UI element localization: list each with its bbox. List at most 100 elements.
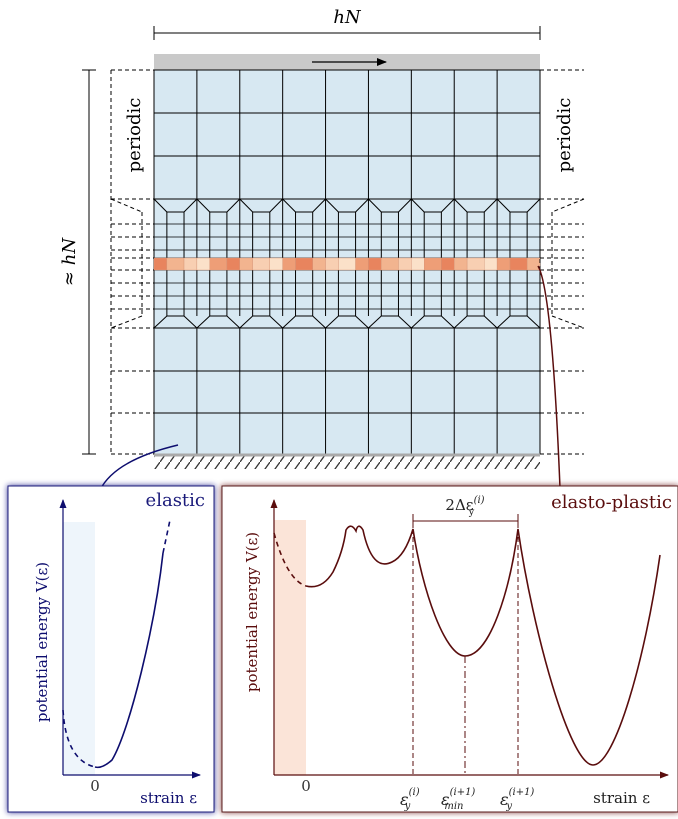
mesh-line [239,198,253,213]
mesh-line [410,315,425,329]
plastic-cell [196,257,210,271]
mesh-line [496,198,511,213]
mesh [153,69,541,455]
mesh-line [441,198,455,213]
ghost-line [110,198,143,213]
plastic-connector [537,265,561,489]
mesh-line [153,198,168,213]
elastic-curve-dashed [62,709,96,768]
plastic-cell [526,257,541,271]
plastic-cell [282,257,296,271]
plastic-cell [441,257,455,271]
mesh-line [312,198,326,213]
plastic-cell [411,257,425,271]
plastic-cell [454,257,468,271]
mesh-line [183,198,198,213]
plastic-shade [274,520,306,775]
plastic-cell [183,257,198,271]
plastic-cell [484,257,498,271]
width-label: hN [333,7,362,28]
mesh-line [483,315,498,329]
mesh-line [312,315,326,329]
plastic-ylabel: potential energy V(ε) [243,532,261,692]
width-dimension: hN [153,7,541,40]
plastic-cell [509,257,528,271]
interval-marker: 2Δε(i) y [412,495,519,528]
plastic-cell [166,257,185,271]
plastic-cell [153,257,168,271]
mesh-line [453,198,468,213]
mesh-line [453,315,468,329]
ghost-line [551,315,585,329]
tick-yield-i: ε(i) y [400,787,420,812]
elastic-zero-tick: 0 [90,777,100,795]
plastic-cell [338,257,356,271]
mesh-line [355,198,369,213]
plastic-cell [239,257,253,271]
ghost-line [551,198,585,213]
fixed-base [154,453,540,469]
ghost-line [110,315,143,329]
mesh-line [282,198,296,213]
mesh-line [526,198,541,213]
mesh-line [410,198,425,213]
plastic-cell [381,257,399,271]
elastic-connector [99,444,179,491]
shear-bar [154,54,540,70]
elastic-panel: elastic potential energy V(ε) 0 strain ε [7,485,215,813]
mesh-line [355,315,369,329]
mesh-line [325,315,339,329]
plastic-cell [355,257,369,271]
mesh-line [496,315,511,329]
plastic-cell [368,257,382,271]
mesh-line [483,198,498,213]
tick-min: ε(i+1) min [441,787,475,812]
elastic-curve-end [162,519,171,554]
mesh-line [282,315,296,329]
mesh-line [239,315,253,329]
plastic-cell [466,257,485,271]
mesh-line [153,315,168,329]
plastic-panel: 2Δε(i) y elasto-plastic potential energy … [221,485,678,813]
mesh-line [269,315,284,329]
plastic-layer [153,257,541,271]
mesh-line [196,198,211,213]
plastic-cell [209,257,228,271]
mesh-line [368,315,382,329]
mesh-line [325,198,339,213]
plastic-xlabel: strain ε [593,789,650,807]
interval-label: 2Δε(i) y [445,495,484,518]
height-label: ≈ hN [59,237,80,286]
elastic-ylabel: potential energy V(ε) [33,562,51,722]
mesh-line [398,198,412,213]
mesh-line [226,198,241,213]
elastic-xlabel: strain ε [140,789,197,807]
height-dimension: ≈ hN [59,69,96,455]
elastic-title: elastic [146,490,205,511]
mesh-line [183,315,198,329]
mesh-line [269,198,284,213]
elastic-curve [94,552,164,769]
right-periodic-label: periodic [554,98,575,173]
plastic-zero-tick: 0 [301,777,311,795]
plastic-cell [398,257,412,271]
plastic-cell [496,257,511,271]
mesh-line [226,315,241,329]
mesh-line [368,198,382,213]
plastic-cell [269,257,283,271]
plastic-title: elasto-plastic [551,492,672,513]
ghost-cells: periodic periodic [110,69,585,455]
plastic-cell [226,257,240,271]
plastic-cell [295,257,313,271]
elastic-shade [63,522,95,775]
plastic-cell [312,257,326,271]
plastic-cell [252,257,270,271]
mesh-line [526,315,541,329]
tick-yield-i1: ε(i+1) y [500,787,534,812]
mesh-line [398,315,412,329]
plastic-cell [424,257,442,271]
left-periodic-label: periodic [124,98,145,173]
mesh-line [196,315,211,329]
plastic-cell [325,257,339,271]
